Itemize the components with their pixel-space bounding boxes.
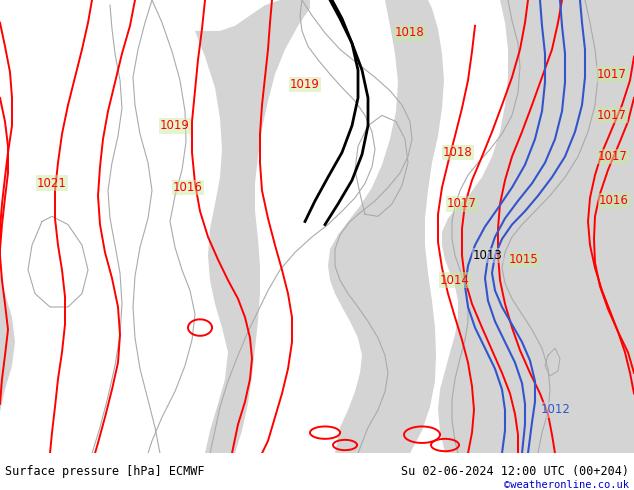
Polygon shape xyxy=(328,0,444,453)
Text: 1016: 1016 xyxy=(599,195,629,207)
Text: 1017: 1017 xyxy=(597,109,627,122)
Text: 1018: 1018 xyxy=(395,26,425,40)
Text: 1017: 1017 xyxy=(598,150,628,163)
Polygon shape xyxy=(438,0,634,453)
Text: 1019: 1019 xyxy=(290,78,320,91)
Polygon shape xyxy=(0,273,15,412)
Text: 1017: 1017 xyxy=(447,197,477,211)
Text: 1021: 1021 xyxy=(37,177,67,190)
Text: 1013: 1013 xyxy=(473,249,503,262)
Text: 1014: 1014 xyxy=(440,274,470,287)
Text: ©weatheronline.co.uk: ©weatheronline.co.uk xyxy=(504,480,629,490)
Text: 1015: 1015 xyxy=(509,253,539,266)
Text: 1018: 1018 xyxy=(443,146,473,159)
Text: 1012: 1012 xyxy=(541,403,571,416)
Text: Surface pressure [hPa] ECMWF: Surface pressure [hPa] ECMWF xyxy=(5,465,205,478)
Polygon shape xyxy=(195,0,310,453)
Text: 1016: 1016 xyxy=(173,181,203,194)
Text: 1017: 1017 xyxy=(597,68,627,81)
Text: 1019: 1019 xyxy=(160,119,190,132)
Text: Su 02-06-2024 12:00 UTC (00+204): Su 02-06-2024 12:00 UTC (00+204) xyxy=(401,465,629,478)
